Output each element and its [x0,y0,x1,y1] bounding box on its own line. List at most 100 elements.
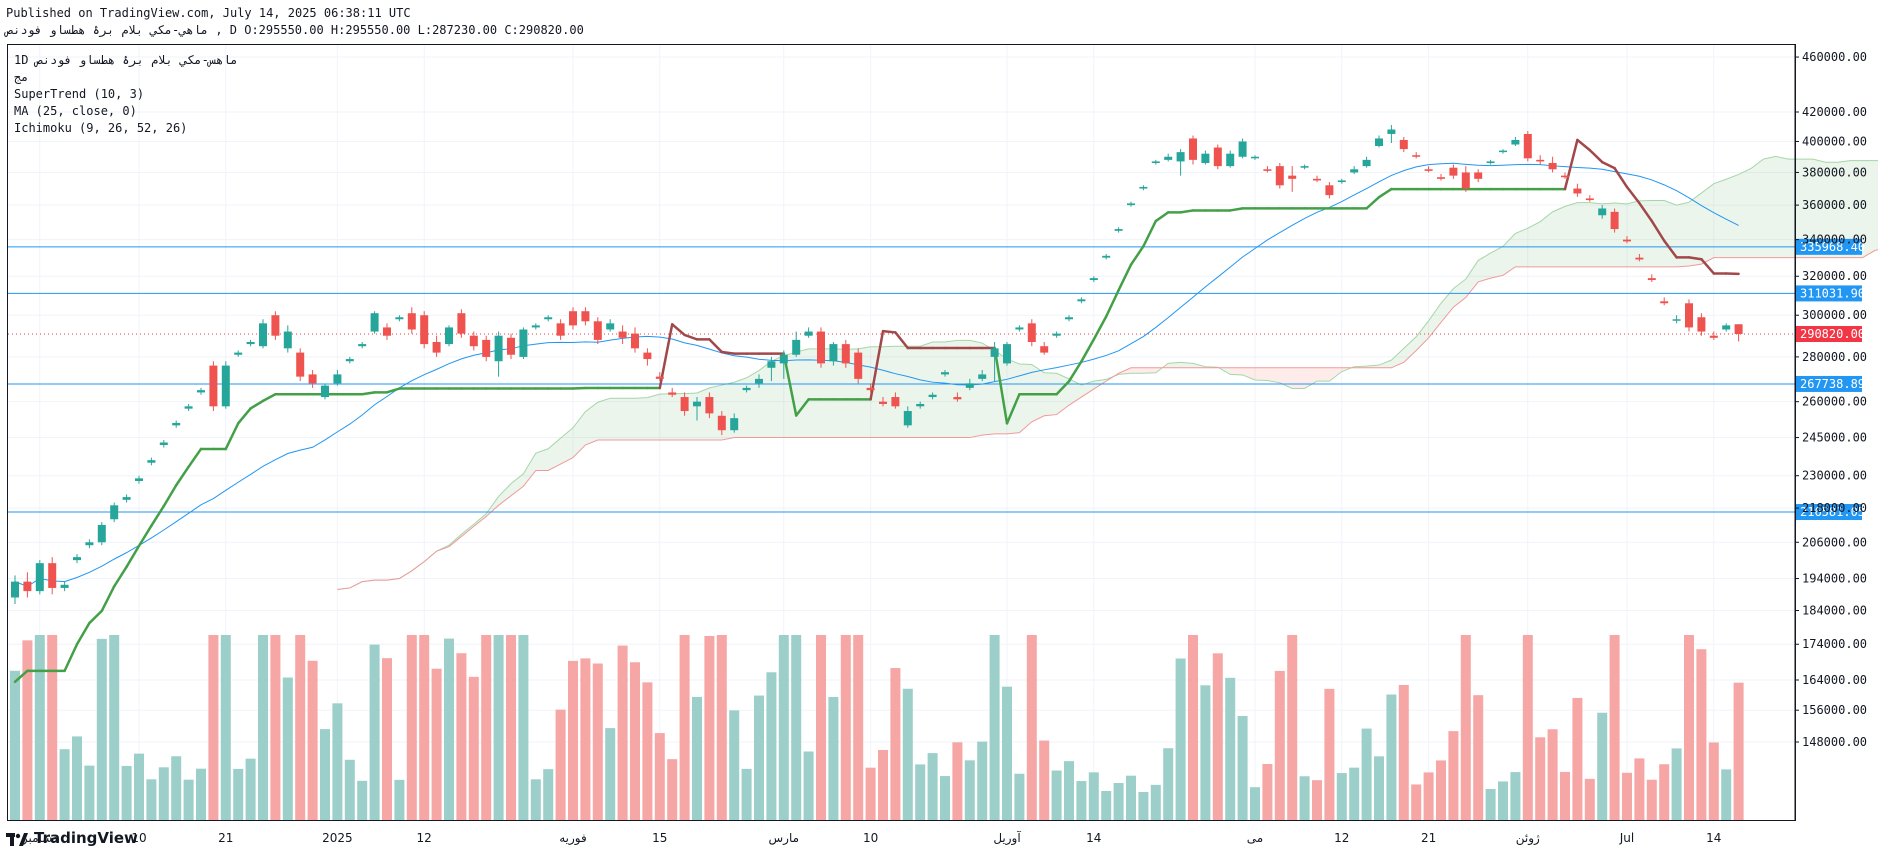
candle [990,341,999,382]
candle-body [655,376,664,379]
candle [1499,149,1507,154]
candle-body [457,313,466,334]
ichimoku-cloud-segment [1775,156,1789,258]
candles [11,125,1743,604]
legend-ichimoku: Ichimoku (9, 26, 52, 26) [14,121,188,135]
ichimoku-cloud-segment [883,346,896,438]
ichimoku-cloud-segment [1379,360,1392,368]
candle-body [1176,152,1185,162]
candle [407,307,416,334]
candle-body [1461,172,1470,189]
time-tick-label: 10 [863,831,878,845]
candle [1213,144,1222,170]
candle-body [296,352,305,377]
ichimoku-cloud-segment [1800,159,1813,258]
legend-line2: مج [14,70,29,84]
candle [110,502,119,523]
candle-body [1647,278,1656,281]
ichimoku-cloud-segment [969,340,983,438]
candle [1585,195,1594,202]
time-tick-label: 14 [1706,831,1721,845]
candle [246,339,255,347]
candle [953,392,962,402]
candle [693,397,701,421]
candle [48,557,57,595]
ichimoku-cloud-segment [1726,174,1739,258]
candle-body [507,337,515,355]
volume-bar [642,682,653,820]
candle-body [1003,344,1011,364]
tradingview-logo[interactable]: TradingView [6,829,138,847]
supertrend-segment [63,642,79,673]
volume-bar [1163,748,1174,820]
candle-body [383,327,391,336]
volume-bar [816,635,826,820]
volume-bar [332,703,343,820]
candle-body [1164,156,1173,160]
time-tick-label: آوریل [993,830,1021,846]
volume-bar [1361,728,1372,820]
candle [358,341,367,349]
price-tick-label: 184000.00 [1802,603,1867,617]
candle-body [1089,278,1098,281]
candle [1548,156,1557,173]
candle [916,401,925,409]
candle-body [333,374,342,384]
candle-body [1201,153,1210,163]
volume-bar [1312,780,1322,820]
supertrend-segment [1142,219,1158,248]
price-tick-label: 360000.00 [1802,198,1867,212]
candle-body [1387,129,1396,134]
time-tick-label: فوریه [559,831,587,846]
candle-body [879,401,887,404]
price-tick-label: 164000.00 [1802,673,1867,687]
volume-bar [828,696,839,820]
time-tick-label: می [1247,831,1263,845]
volume-bar [915,764,926,820]
candle [941,369,949,377]
volume-bar [1597,712,1608,820]
volume-bar [208,635,219,820]
candle-body [482,339,491,357]
ichimoku-cloud-segment [1813,159,1826,258]
volume-bar [1560,771,1570,820]
volume-bar [1051,770,1062,820]
candle [1139,185,1148,191]
ichimoku-cloud-segment [1837,160,1851,258]
candle [296,348,305,382]
candle-body [246,341,255,345]
candle [1077,297,1086,304]
ichimoku-cloud-segment [1143,367,1156,374]
volume-bar [1423,772,1434,820]
ichimoku-cloud-segment [1577,202,1590,267]
volume-bar [1671,748,1682,820]
volume-bar [1485,788,1496,820]
supertrend-segment [224,422,240,451]
ichimoku-cloud-segment [1168,362,1181,368]
candle-body [1722,325,1731,330]
volume-bar [121,765,132,820]
candle-body [370,313,379,332]
candle-body [978,374,987,379]
candle [569,307,577,330]
ichimoku-cloud-segment [1279,367,1293,389]
volume-bar [506,635,516,820]
ichimoku-cloud-segment [746,370,759,438]
candle [1449,164,1458,179]
volume-bar [940,776,950,820]
supertrend-segment [720,350,736,355]
candle [792,331,801,357]
supertrend-segment [894,331,910,350]
price-tick-label: 340000.00 [1802,233,1867,247]
volume-bar [344,759,355,820]
candle [494,331,503,377]
horizontal-line-label: 311031.90 [1800,286,1865,300]
volume-bar [840,635,851,820]
candle-body [841,344,850,364]
horizontal-line-tag [1796,285,1862,302]
candle [432,335,441,357]
candle [135,475,143,484]
candle-body [1486,161,1495,163]
volume-bar [419,635,430,820]
